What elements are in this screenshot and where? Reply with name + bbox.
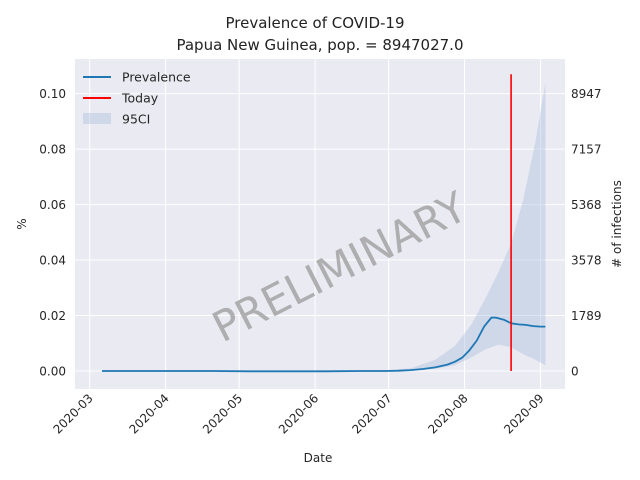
chart-title: Prevalence of COVID-19 xyxy=(225,14,404,32)
legend-label-95ci: 95CI xyxy=(122,112,150,127)
y-tick-label: 0.10 xyxy=(39,87,66,101)
x-tick-label: 2020-09 xyxy=(501,391,546,436)
y-axis-right-ticks: 0 1789 3578 5368 7157 8947 xyxy=(571,87,602,378)
chart-subtitle: Papua New Guinea, pop. = 8947027.0 xyxy=(176,36,463,54)
x-tick-label: 2020-05 xyxy=(200,391,245,436)
x-tick-label: 2020-04 xyxy=(126,391,171,436)
confidence-band xyxy=(388,82,546,371)
y-tick-label: 0.06 xyxy=(39,198,66,212)
legend: Prevalence Today 95CI xyxy=(83,70,191,127)
y-axis-right-label: # of infections xyxy=(610,180,624,268)
y-right-tick-label: 7157 xyxy=(571,143,602,157)
x-tick-label: 2020-03 xyxy=(50,391,95,436)
y-right-tick-label: 0 xyxy=(571,364,579,378)
plot-background xyxy=(75,59,565,389)
legend-label-prevalence: Prevalence xyxy=(122,70,191,85)
y-tick-label: 0.08 xyxy=(39,143,66,157)
confidence-band-group xyxy=(388,82,546,371)
x-axis-label: Date xyxy=(304,451,333,465)
y-right-tick-label: 3578 xyxy=(571,254,602,268)
legend-swatch-95ci xyxy=(83,113,111,124)
x-tick-label: 2020-06 xyxy=(276,391,321,436)
y-tick-label: 0.02 xyxy=(39,309,66,323)
x-axis-ticks: 2020-03 2020-04 2020-05 2020-06 2020-07 2020-… xyxy=(50,391,546,436)
y-tick-label: 0.04 xyxy=(39,254,66,268)
y-axis-ticks: 0.00 0.02 0.04 0.06 0.08 0.10 xyxy=(39,87,66,378)
y-right-tick-label: 1789 xyxy=(571,309,602,323)
x-tick-label: 2020-07 xyxy=(349,391,394,436)
y-right-tick-label: 8947 xyxy=(571,87,602,101)
legend-label-today: Today xyxy=(121,91,159,106)
y-right-tick-label: 5368 xyxy=(571,198,602,212)
y-axis-label: % xyxy=(15,218,29,229)
y-tick-label: 0.00 xyxy=(39,364,66,378)
line-group xyxy=(102,74,546,373)
prevalence-line xyxy=(102,316,546,373)
x-tick-label: 2020-08 xyxy=(425,391,470,436)
